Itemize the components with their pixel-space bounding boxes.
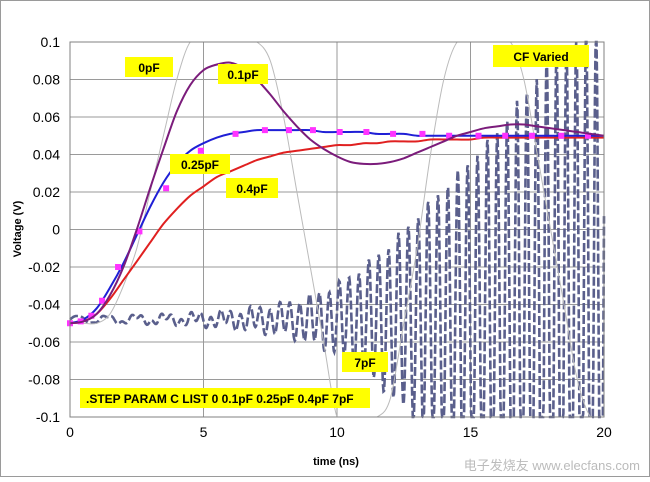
series-line-7pf <box>69 40 606 419</box>
y-tick-label: -0.08 <box>28 372 60 388</box>
marker-0-25pf <box>336 129 343 135</box>
label-0-1pf-box <box>218 64 268 84</box>
y-tick-labels: -0.1 -0.08 -0.06 -0.04 -0.02 0 0.02 0.04 0.06 0.0… <box>28 34 60 425</box>
marker-0-25pf <box>136 228 143 235</box>
watermark-text: 电子发烧友 www.elecfans.com <box>464 458 640 473</box>
marker-0-25pf <box>99 297 106 304</box>
title-callout: CF Varied <box>493 45 589 67</box>
marker-0-25pf <box>197 147 204 154</box>
marker-0-25pf <box>261 127 268 134</box>
marker-0-25pf <box>446 132 453 139</box>
label-0-25pf-box <box>170 154 230 174</box>
marker-0-25pf <box>88 312 95 319</box>
y-tick-label: 0.1 <box>41 34 61 50</box>
label-0-4pf-text: 0.4pF <box>236 182 267 196</box>
y-axis-title: Voltage (V) <box>12 200 24 257</box>
x-tick-label: 0 <box>66 424 74 440</box>
y-tick-label: 0.08 <box>33 72 60 88</box>
label-7pf-text: 7pF <box>354 356 375 370</box>
marker-0-25pf <box>285 127 292 134</box>
chart-title: CF Varied <box>513 50 568 64</box>
label-0-1pf: 0.1pF <box>218 64 268 84</box>
x-tick-label: 10 <box>329 424 345 440</box>
label-0pf-text: 0pF <box>138 61 159 75</box>
marker-0-25pf <box>163 185 170 192</box>
marker-0-25pf <box>528 132 535 139</box>
y-tick-label: 0 <box>52 222 60 238</box>
marker-0-25pf <box>419 130 426 137</box>
y-tick-label: 0.02 <box>33 184 60 200</box>
step-param-box <box>80 388 370 408</box>
label-0pf-box <box>125 57 173 77</box>
y-tick-label: -0.02 <box>28 259 60 275</box>
marker-0-25pf <box>390 130 397 137</box>
y-tick-label: -0.04 <box>28 297 60 313</box>
x-axis-title: time (ns) <box>313 456 359 468</box>
title-callout-box <box>493 45 589 67</box>
label-7pf-box <box>342 352 388 372</box>
plot-border <box>69 41 605 418</box>
x-tick-label: 20 <box>596 424 612 440</box>
label-0-1pf-text: 0.1pF <box>227 68 258 82</box>
marker-0-25pf <box>502 132 509 139</box>
marker-0-25pf <box>363 129 370 135</box>
y-tick-label: 0.04 <box>33 147 60 163</box>
y-tick-label: -0.06 <box>28 334 60 350</box>
x-tick-label: 5 <box>200 424 208 440</box>
marker-0-25pf <box>115 264 122 270</box>
series-line-0-4pf <box>69 136 604 325</box>
label-7pf: 7pF <box>342 352 388 372</box>
step-param-text: .STEP PARAM C LIST 0 0.1pF 0.25pF 0.4pF … <box>86 392 354 406</box>
marker-0-25pf <box>475 132 482 139</box>
marker-0-25pf <box>232 130 239 137</box>
y-tick-label: 0.06 <box>33 109 60 125</box>
label-0-4pf-box <box>226 178 278 198</box>
marker-0-25pf <box>584 132 591 139</box>
label-0-25pf: 0.25pF <box>170 154 230 174</box>
x-tick-label: 15 <box>463 424 479 440</box>
step-param-callout: .STEP PARAM C LIST 0 0.1pF 0.25pF 0.4pF … <box>80 388 370 408</box>
marker-0-25pf <box>309 127 316 134</box>
label-0-4pf: 0.4pF <box>226 178 278 198</box>
label-0-25pf-text: 0.25pF <box>181 158 219 172</box>
series-line-0-1pf <box>69 61 605 325</box>
marker-0-25pf <box>558 132 565 139</box>
label-0pf: 0pF <box>125 57 173 77</box>
x-tick-labels: 0 5 10 15 20 <box>66 424 612 440</box>
y-tick-label: -0.1 <box>36 409 60 425</box>
